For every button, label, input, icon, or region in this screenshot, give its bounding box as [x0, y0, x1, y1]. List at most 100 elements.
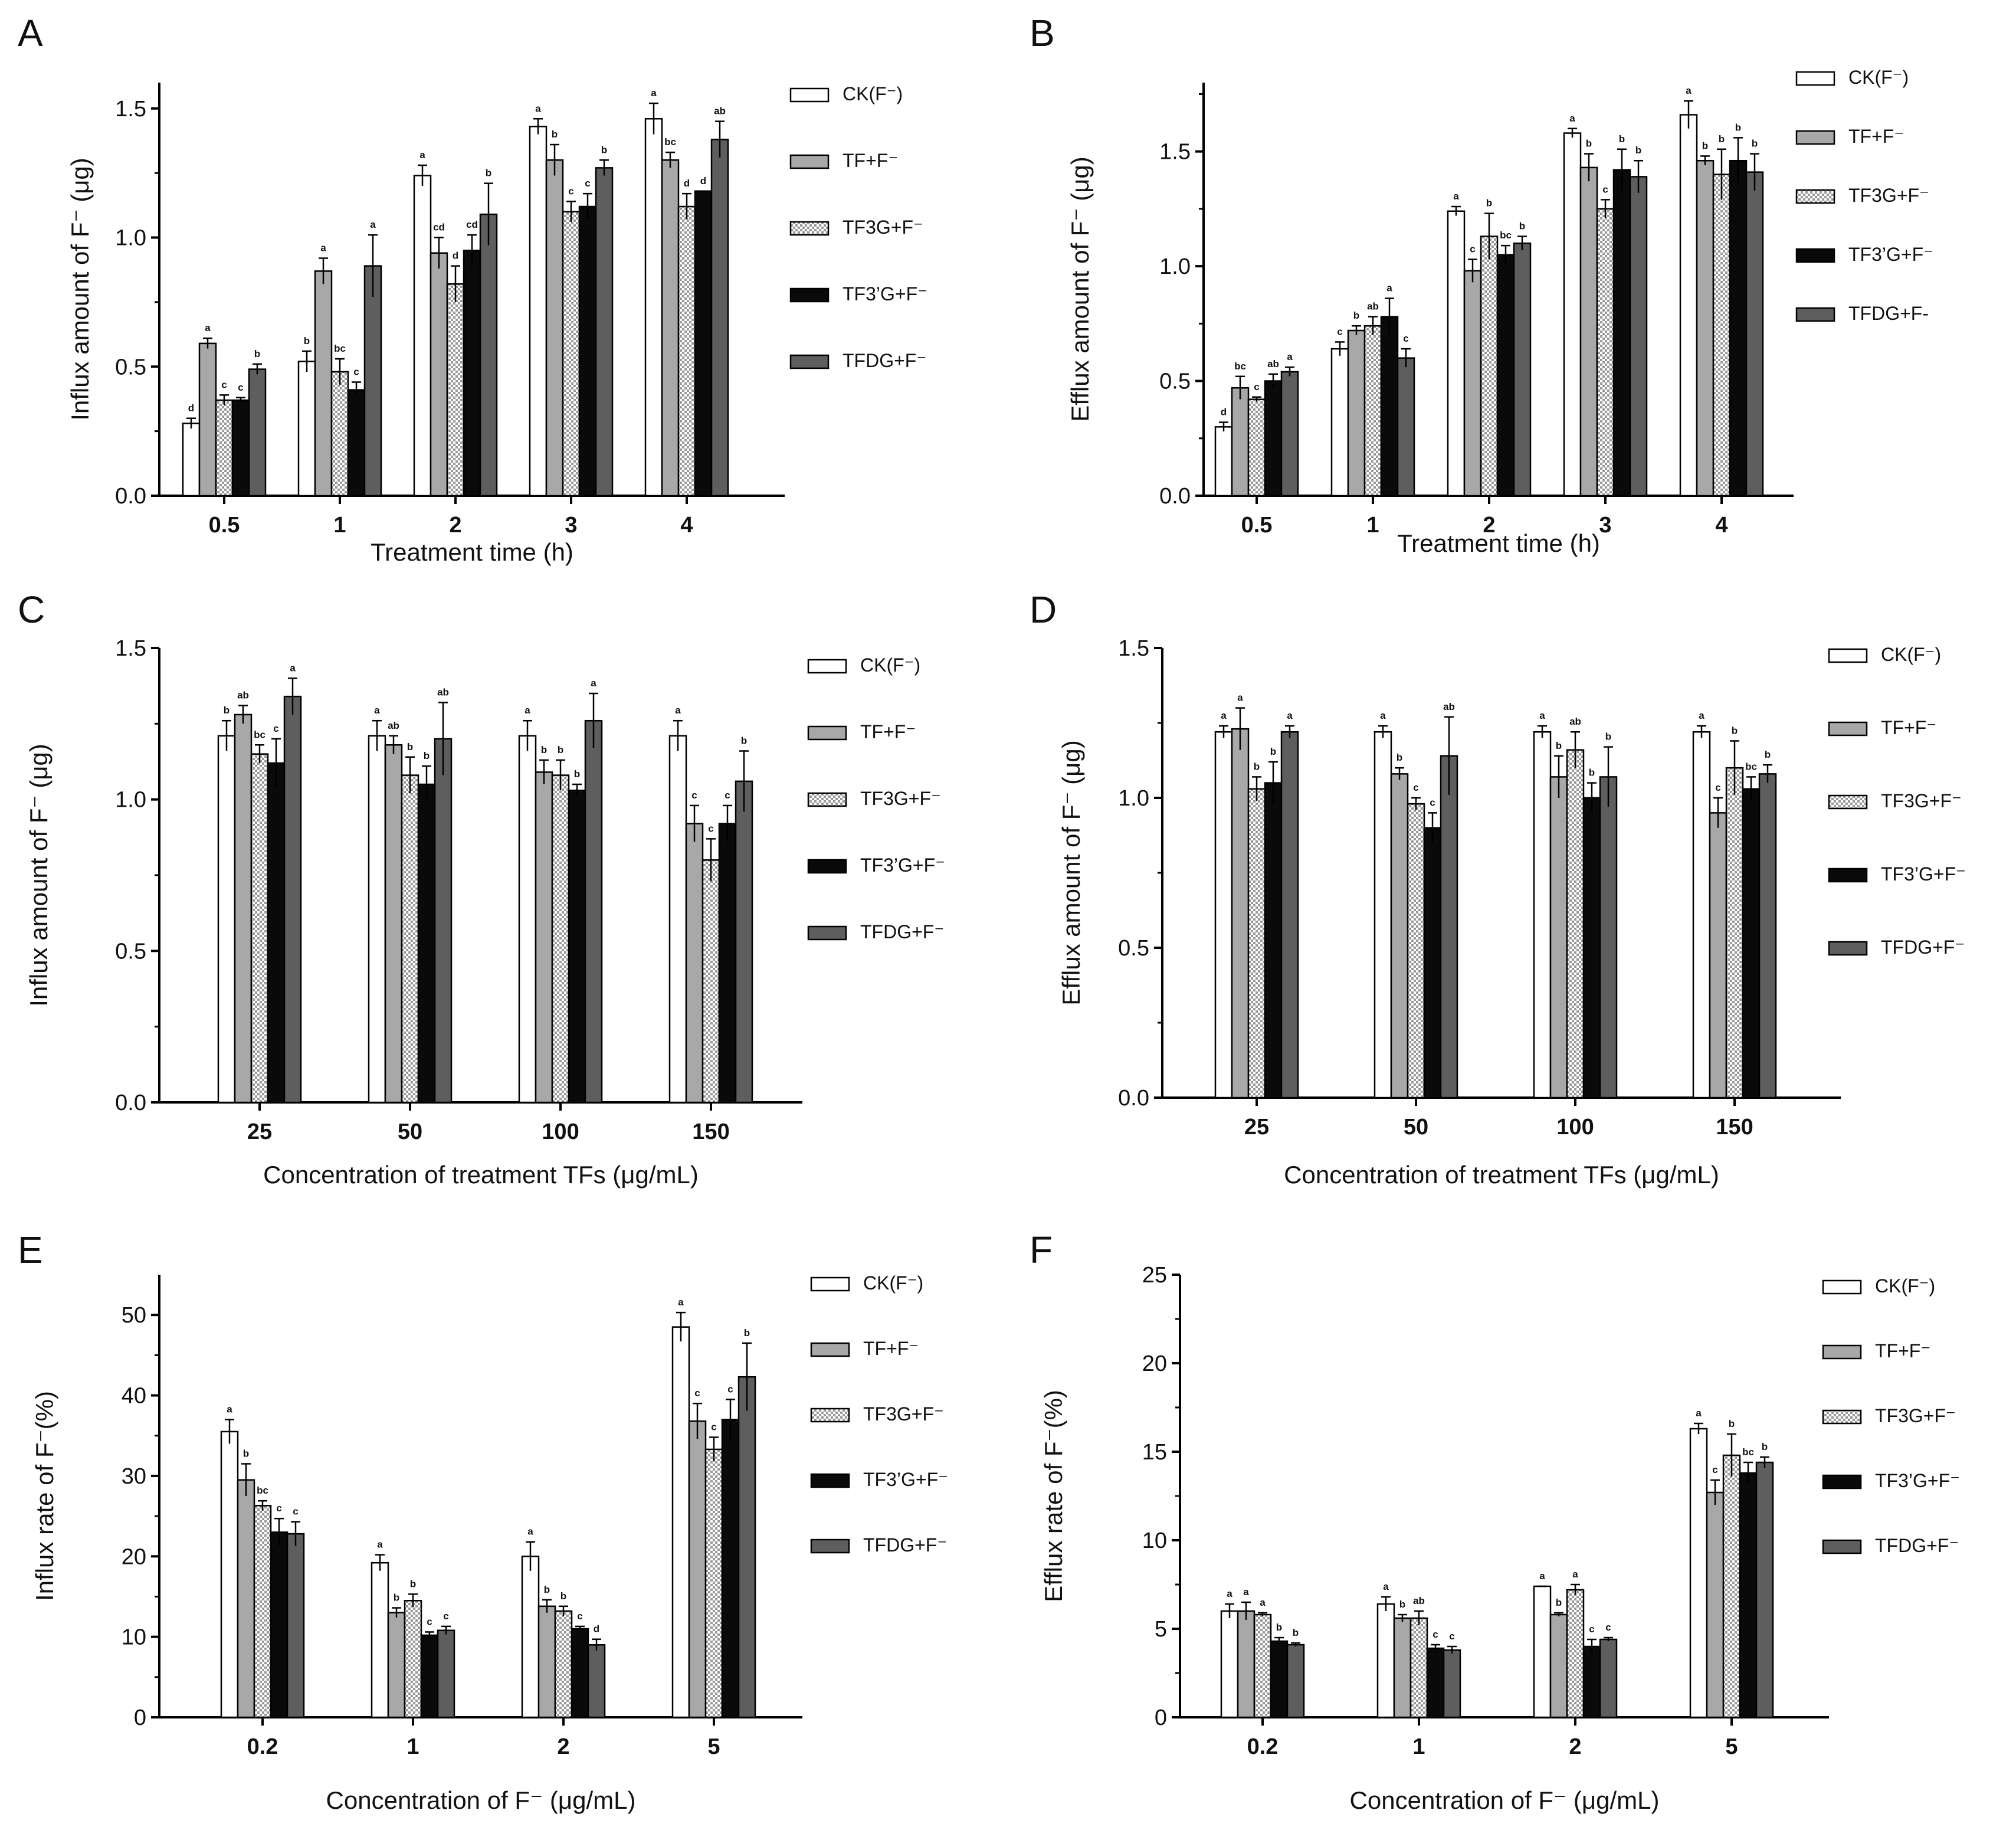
bar: [368, 735, 386, 1104]
bar: [537, 1605, 556, 1718]
significance-letter: b: [1635, 145, 1641, 156]
bar: [1280, 371, 1299, 497]
significance-letter: a: [1221, 710, 1227, 721]
bar: [1373, 731, 1392, 1099]
x-tick-label: 0.2: [1247, 1734, 1279, 1759]
x-tick-label: 3: [1599, 513, 1611, 538]
significance-letter: b: [254, 348, 260, 359]
significance-letter: a: [290, 662, 296, 673]
significance-letter: a: [1539, 1570, 1545, 1582]
bar: [710, 139, 729, 497]
x-tick-label: 150: [1716, 1115, 1753, 1140]
significance-letter: c: [293, 1506, 298, 1517]
y-tick-label: 1.5: [1159, 140, 1191, 165]
bar: [314, 270, 333, 497]
legend-swatch: [807, 925, 847, 941]
bar: [578, 205, 597, 497]
bar: [1612, 169, 1631, 497]
bar: [704, 1448, 723, 1718]
significance-letter: b: [1729, 1418, 1735, 1429]
x-axis-title: Treatment time (h): [1397, 529, 1600, 557]
y-tick-label: 0.0: [115, 1091, 146, 1115]
bar: [1533, 731, 1552, 1099]
significance-letter: a: [1260, 1597, 1266, 1608]
legend-label: TF+F⁻: [843, 150, 898, 171]
legend-swatch: [1828, 941, 1868, 956]
significance-letter: a: [374, 705, 380, 716]
significance-letter: a: [1237, 692, 1243, 703]
significance-letter: bc: [254, 729, 265, 740]
bar: [595, 167, 614, 497]
y-tick-label: 0.5: [115, 939, 146, 964]
legend-label: TF+F⁻: [1848, 126, 1904, 147]
bar: [250, 753, 269, 1104]
legend-swatch: [1828, 721, 1868, 736]
panel-letter: D: [1030, 588, 1057, 631]
bar: [286, 1533, 305, 1718]
x-axis-title: Concentration of F⁻ (μg/mL): [326, 1786, 636, 1814]
bar: [718, 823, 737, 1104]
legend-swatch: [1795, 189, 1835, 204]
significance-letter: a: [527, 1526, 533, 1537]
bar: [1496, 254, 1515, 497]
x-tick-label: 2: [557, 1734, 569, 1759]
bar: [1696, 159, 1715, 497]
significance-letter: bc: [257, 1485, 268, 1496]
bar: [1566, 1589, 1585, 1718]
significance-letter: b: [1589, 767, 1595, 778]
significance-letter: c: [1715, 782, 1720, 793]
significance-letter: b: [224, 705, 230, 716]
legend-label: TF3G+F⁻: [863, 1403, 944, 1425]
bar: [1363, 325, 1382, 497]
significance-letter: b: [574, 768, 580, 780]
bar: [234, 713, 253, 1104]
significance-letter: b: [410, 1578, 416, 1589]
x-tick-label: 2: [449, 513, 461, 538]
x-tick-label: 4: [680, 513, 693, 538]
y-tick-label: 10: [1142, 1528, 1167, 1553]
bar: [434, 738, 453, 1104]
bar: [1247, 398, 1266, 497]
significance-letter: b: [544, 1584, 550, 1595]
legend-label: TFDG+F⁻: [1881, 937, 1965, 958]
legend-swatch: [1795, 71, 1835, 86]
significance-letter: b: [1276, 1622, 1282, 1633]
significance-letter: a: [370, 219, 376, 230]
significance-letter: b: [394, 1592, 399, 1603]
bar: [1722, 1454, 1741, 1718]
legend-swatch: [810, 1538, 850, 1554]
significance-letter: a: [1686, 85, 1692, 96]
significance-letter: a: [1572, 1569, 1578, 1580]
significance-letter: ab: [437, 686, 449, 698]
y-tick-label: 0.0: [115, 484, 146, 509]
bar: [1725, 767, 1744, 1099]
bar: [463, 250, 481, 497]
y-tick-label: 20: [1142, 1351, 1167, 1376]
y-tick-label: 1.5: [115, 636, 146, 661]
legend-swatch: [1822, 1279, 1862, 1295]
panel-c: C 0.0 0.5 1.0 1.5 Influx amount of F⁻ (μg) Con…: [18, 588, 945, 1189]
legend-label: TF+F⁻: [860, 721, 916, 742]
legend-swatch: [807, 725, 847, 741]
bar: [1409, 1617, 1428, 1718]
significance-letter: b: [1556, 740, 1562, 751]
x-tick-label: 4: [1715, 513, 1727, 538]
bar: [1330, 348, 1349, 497]
bar: [1709, 812, 1727, 1099]
bar: [562, 211, 581, 497]
significance-letter: c: [1432, 1629, 1438, 1640]
y-tick-label: 0.0: [1118, 1086, 1149, 1111]
legend-swatch: [1822, 1409, 1862, 1425]
x-axis-title: Concentration of treatment TFs (μg/mL): [263, 1161, 699, 1189]
significance-letter: c: [1337, 326, 1342, 337]
bar: [1443, 1649, 1461, 1718]
legend-swatch: [789, 154, 830, 169]
legend-label: TF+F⁻: [863, 1338, 919, 1359]
significance-letter: ab: [237, 690, 249, 701]
significance-letter: b: [1702, 140, 1708, 151]
bar: [1739, 1472, 1758, 1718]
bar: [668, 735, 687, 1104]
significance-letter: ab: [1443, 701, 1455, 712]
significance-letter: a: [651, 87, 657, 99]
